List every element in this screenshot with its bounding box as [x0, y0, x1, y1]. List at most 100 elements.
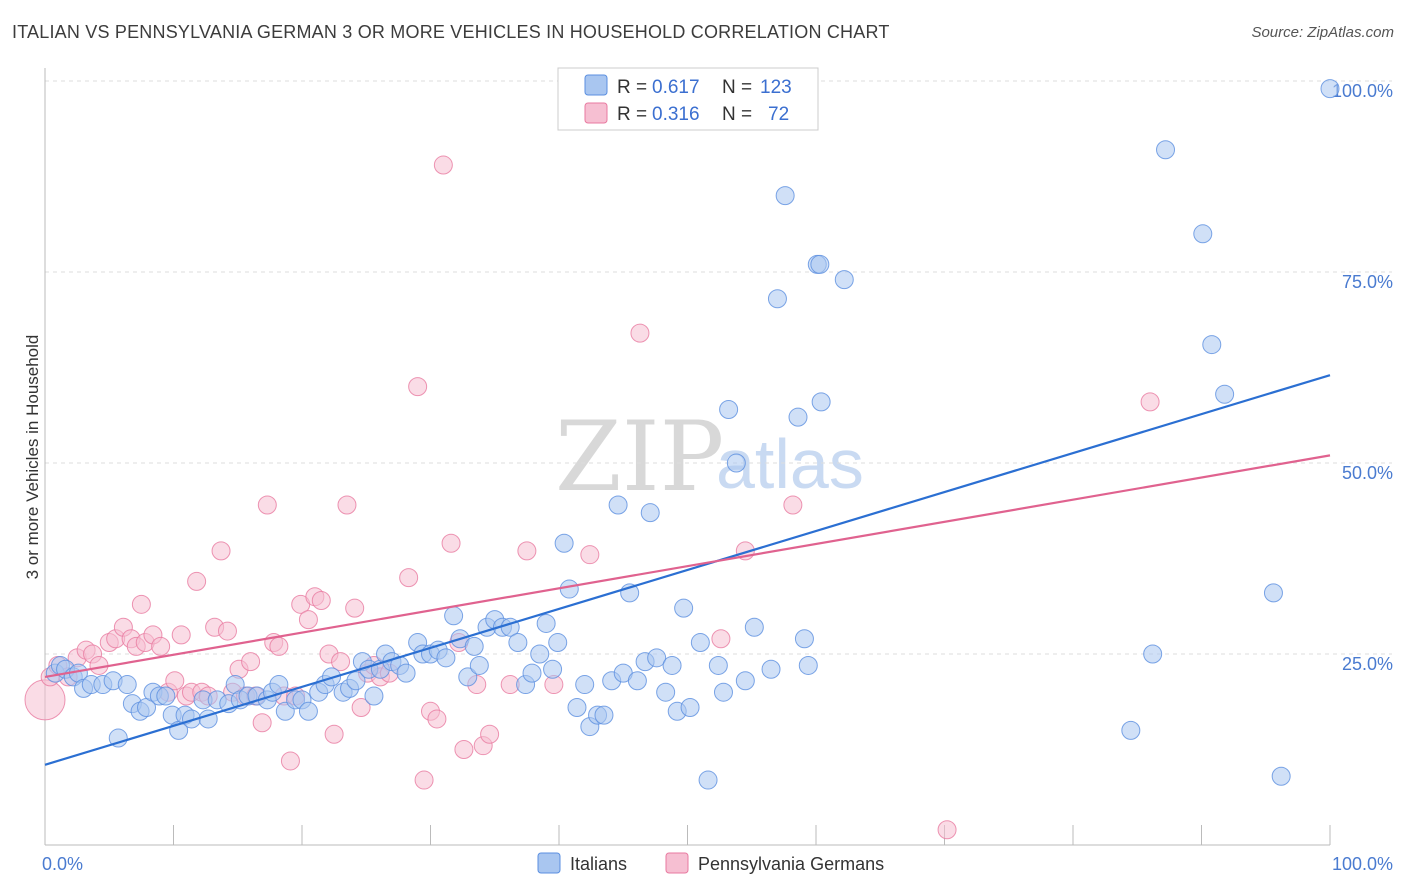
pgerman-point [441, 533, 461, 553]
italian-point [436, 648, 456, 668]
italian-point [680, 697, 700, 717]
pgerman-point [131, 594, 151, 614]
y-tick-label: 25.0% [1342, 654, 1393, 674]
italian-point [298, 701, 318, 721]
italian-point [608, 495, 628, 515]
x-tick-label: 100.0% [1332, 854, 1393, 874]
x-tick-label: 0.0% [42, 854, 83, 874]
italian-point [396, 663, 416, 683]
italian-point [810, 254, 830, 274]
italian-point [508, 633, 528, 653]
pgerman-point [257, 495, 277, 515]
italian-point [798, 655, 818, 675]
italian-point [1156, 140, 1176, 160]
legend-r-label-pgerman: R = [617, 104, 647, 125]
italian-point [775, 186, 795, 206]
italian-point [469, 655, 489, 675]
italian-point [811, 392, 831, 412]
italian-point [364, 686, 384, 706]
pgerman-point [783, 495, 803, 515]
legend-swatch-pgerman [584, 102, 608, 124]
italian-point [794, 629, 814, 649]
italian-point [444, 606, 464, 626]
pgerman-point [24, 679, 66, 721]
watermark-zip: ZIP [555, 401, 724, 513]
pgerman-trend-line [44, 454, 1331, 679]
series-legend-label-pgerman: Pennsylvania Germans [698, 854, 884, 874]
pgerman-point [433, 155, 453, 175]
grid-layer [45, 80, 1392, 655]
italian-point [761, 659, 781, 679]
pgerman-point [351, 697, 371, 717]
legend-r-label-italians: R = [617, 77, 647, 98]
italian-point [464, 636, 484, 656]
pgerman-point [217, 621, 237, 641]
stats-legend: R = 0.617 N = 123 R = 0.316 N = 72 [557, 67, 819, 131]
y-tick-label: 100.0% [1332, 81, 1393, 101]
series-legend: Italians Pennsylvania Germans [537, 852, 884, 874]
pgerman-point [408, 377, 428, 397]
italian-point [640, 503, 660, 523]
legend-r-value-pgerman: 0.316 [652, 104, 700, 125]
pgerman-point [399, 568, 419, 588]
italian-point [1215, 384, 1235, 404]
points-layer [24, 79, 1340, 840]
pgerman-point [324, 724, 344, 744]
italian-point [559, 579, 579, 599]
italian-point [656, 682, 676, 702]
pgerman-point [331, 652, 351, 672]
pgerman-point [269, 636, 289, 656]
legend-swatch-italians [584, 74, 608, 96]
pgerman-point [187, 571, 207, 591]
italian-point [1271, 766, 1291, 786]
pgerman-point [630, 323, 650, 343]
pgerman-point [165, 671, 185, 691]
pgerman-point [454, 740, 474, 759]
series-legend-swatch-pgerman [665, 852, 689, 874]
italian-point [458, 667, 478, 687]
italian-point [627, 671, 647, 691]
pgerman-point [711, 629, 731, 649]
legend-n-value-italians: 123 [760, 77, 792, 98]
pgerman-point [252, 713, 272, 733]
pgerman-point [517, 541, 537, 561]
series-legend-swatch-italians [537, 852, 561, 874]
axes-layer: 25.0% 50.0% 75.0% 100.0% 0.0% 100.0% [42, 68, 1393, 874]
italian-point [726, 453, 746, 473]
page-title: ITALIAN VS PENNSYLVANIA GERMAN 3 OR MORE… [12, 22, 890, 42]
pgerman-point [298, 610, 318, 630]
legend-n-label-italians: N = [722, 77, 752, 98]
italian-point [554, 533, 574, 553]
pgerman-point [937, 820, 957, 840]
pgerman-point [345, 598, 365, 618]
italian-point [674, 598, 694, 618]
italian-point [1193, 224, 1213, 244]
italian-point [744, 617, 764, 637]
source-credit: Source: ZipAtlas.com [1251, 24, 1394, 41]
italian-point [767, 289, 787, 309]
trend-layer [44, 374, 1331, 766]
y-axis-title: 3 or more Vehicles in Household [23, 335, 42, 580]
italian-point [690, 633, 710, 653]
pgerman-point [241, 652, 261, 672]
pgerman-point [280, 751, 300, 771]
pgerman-point [211, 541, 231, 561]
italian-point [1202, 335, 1222, 355]
italian-point [594, 705, 614, 725]
italian-point [156, 686, 176, 706]
italian-point [735, 671, 755, 691]
italian-point [1121, 720, 1141, 740]
italian-point [719, 400, 739, 420]
pgerman-point [414, 770, 434, 790]
legend-n-label-pgerman: N = [722, 104, 752, 125]
italian-point [548, 633, 568, 653]
pgerman-point [337, 495, 357, 515]
italian-point [543, 659, 563, 679]
italian-point [1263, 583, 1283, 603]
italians-trend-line [44, 374, 1331, 766]
italian-point [117, 675, 137, 695]
pgerman-point [580, 545, 600, 565]
italian-point [346, 671, 366, 691]
legend-r-value-italians: 0.617 [652, 77, 700, 98]
